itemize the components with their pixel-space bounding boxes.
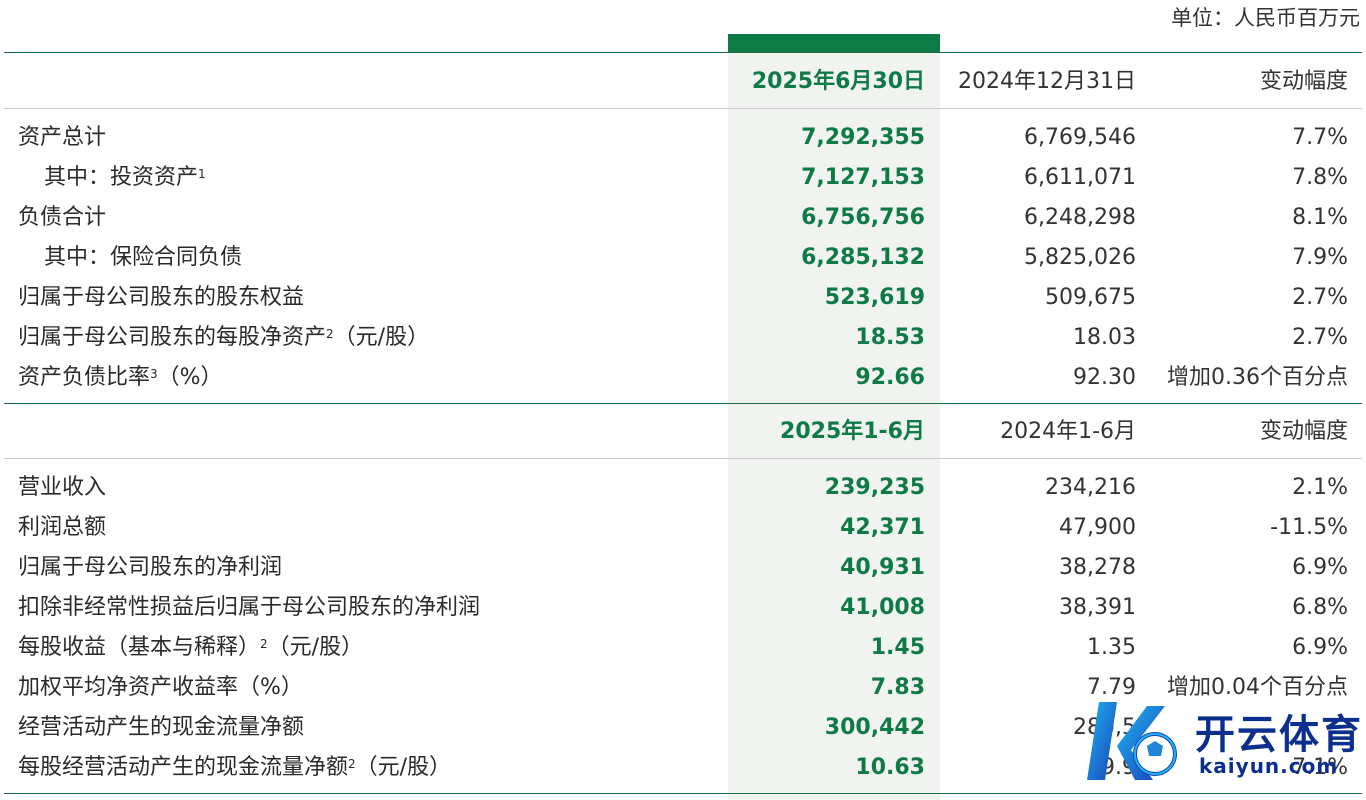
table-row: 扣除非经常性损益后归属于母公司股东的净利润 41,008 38,391 6.8%: [0, 588, 1366, 628]
row-label: 每股收益（基本与稀释）2（元/股）: [18, 635, 364, 660]
footnote-marker: 1: [198, 167, 206, 181]
row-previous-value: 6,611,071: [1024, 165, 1136, 190]
table-row: 归属于母公司股东的净利润 40,931 38,278 6.9%: [0, 548, 1366, 588]
table-row: 加权平均净资产收益率（%） 7.83 7.79 增加0.04个百分点: [0, 668, 1366, 708]
section-divider: [4, 403, 1362, 404]
footnote-marker: 2: [260, 637, 268, 651]
row-change-value: 2.7%: [1292, 285, 1348, 310]
row-previous-value: 47,900: [1059, 515, 1136, 540]
table-row: 资产负债比率3（%） 92.66 92.30 增加0.36个百分点: [0, 358, 1366, 398]
row-label: 加权平均净资产收益率（%）: [18, 675, 303, 700]
row-previous-value: 234,216: [1045, 475, 1136, 500]
row-change-value: 7.7%: [1292, 125, 1348, 150]
watermark-brand: 开云体育: [1195, 712, 1363, 758]
row-label: 资产负债比率3（%）: [18, 365, 223, 390]
row-change-value: 2.1%: [1292, 475, 1348, 500]
row-change-value: 增加0.36个百分点: [1167, 365, 1348, 390]
header-current-period: 2025年6月30日: [751, 69, 925, 94]
row-previous-value: 509,675: [1045, 285, 1136, 310]
table-row: 营业收入 239,235 234,216 2.1%: [0, 468, 1366, 508]
table-row: 归属于母公司股东的每股净资产2（元/股） 18.53 18.03 2.7%: [0, 318, 1366, 358]
section1-header-rule: [4, 108, 1362, 109]
row-current-value: 6,756,756: [801, 205, 925, 230]
row-label: 其中：保险合同负债: [44, 245, 243, 270]
section2-header: 2025年1-6月 2024年1-6月 变动幅度: [0, 412, 1366, 452]
row-current-value: 1.45: [870, 635, 925, 660]
section1-header: 2025年6月30日 2024年12月31日 变动幅度: [0, 62, 1366, 102]
table-row: 每股收益（基本与稀释）2（元/股） 1.45 1.35 6.9%: [0, 628, 1366, 668]
row-label: 归属于母公司股东的股东权益: [18, 285, 305, 310]
row-label: 营业收入: [18, 475, 107, 500]
row-previous-value: 7.79: [1087, 675, 1136, 700]
table-row: 经营活动产生的现金流量净额 300,442 280,5: [0, 708, 1366, 748]
header-previous-period: 2024年1-6月: [1000, 419, 1136, 444]
table-row: 其中：保险合同负债 6,285,132 5,825,026 7.9%: [0, 238, 1366, 278]
table-bottom-rule: [4, 793, 1362, 794]
header-change: 变动幅度: [1259, 419, 1348, 444]
row-change-value: 2.7%: [1292, 325, 1348, 350]
row-label: 归属于母公司股东的净利润: [18, 555, 283, 580]
row-change-value: 6.9%: [1292, 635, 1348, 660]
row-label: 经营活动产生的现金流量净额: [18, 715, 305, 740]
watermark: 开云体育 kaiyun.com: [1075, 692, 1365, 792]
row-current-value: 92.66: [855, 365, 925, 390]
row-label: 归属于母公司股东的每股净资产2（元/股）: [18, 325, 430, 350]
row-current-value: 40,931: [840, 555, 925, 580]
footnote-marker: 2: [326, 327, 334, 341]
row-current-value: 523,619: [824, 285, 925, 310]
row-change-value: 7.8%: [1292, 165, 1348, 190]
row-current-value: 42,371: [840, 515, 925, 540]
table-row: 利润总额 42,371 47,900 -11.5%: [0, 508, 1366, 548]
table-row: 负债合计 6,756,756 6,248,298 8.1%: [0, 198, 1366, 238]
footnote-marker: 3: [150, 367, 158, 381]
row-change-value: 7.9%: [1292, 245, 1348, 270]
highlight-tab: [728, 34, 940, 53]
table-row: 资产总计 7,292,355 6,769,546 7.7%: [0, 118, 1366, 158]
row-change-value: 7.1%: [1292, 755, 1348, 780]
row-previous-value: 6,769,546: [1024, 125, 1136, 150]
row-label: 负债合计: [18, 205, 107, 230]
row-previous-value: 18.03: [1073, 325, 1136, 350]
row-label: 每股经营活动产生的现金流量净额2（元/股）: [18, 755, 452, 780]
row-previous-value: 6,248,298: [1024, 205, 1136, 230]
section2-header-rule: [4, 458, 1362, 459]
row-label: 其中：投资资产1: [44, 165, 206, 190]
row-change-value: -11.5%: [1270, 515, 1348, 540]
row-previous-value: 92.30: [1073, 365, 1136, 390]
row-change-value: 6.9%: [1292, 555, 1348, 580]
highlight-column: [728, 52, 940, 800]
row-current-value: 18.53: [855, 325, 925, 350]
header-change: 变动幅度: [1259, 69, 1348, 94]
row-current-value: 41,008: [840, 595, 925, 620]
row-current-value: 7,127,153: [801, 165, 925, 190]
row-previous-value: 5,825,026: [1024, 245, 1136, 270]
row-change-value: 8.1%: [1292, 205, 1348, 230]
row-change-value: 6.8%: [1292, 595, 1348, 620]
row-current-value: 10.63: [855, 755, 925, 780]
row-current-value: 6,285,132: [801, 245, 925, 270]
row-current-value: 239,235: [824, 475, 925, 500]
table-row: 其中：投资资产1 7,127,153 6,611,071 7.8%: [0, 158, 1366, 198]
row-current-value: 7,292,355: [801, 125, 925, 150]
row-change-value: 增加0.04个百分点: [1167, 675, 1348, 700]
row-previous-value: 38,278: [1059, 555, 1136, 580]
table-top-rule: [4, 52, 1362, 53]
row-label: 扣除非经常性损益后归属于母公司股东的净利润: [18, 595, 481, 620]
row-label: 利润总额: [18, 515, 107, 540]
row-previous-value: 1.35: [1087, 635, 1136, 660]
unit-label: 单位：人民币百万元: [1171, 6, 1360, 30]
header-current-period: 2025年1-6月: [780, 419, 925, 444]
footnote-marker: 2: [348, 757, 356, 771]
row-label: 资产总计: [18, 125, 107, 150]
table-row: 归属于母公司股东的股东权益 523,619 509,675 2.7%: [0, 278, 1366, 318]
header-previous-period: 2024年12月31日: [958, 69, 1136, 94]
kaiyun-logo-icon: [1087, 702, 1177, 780]
row-previous-value: 38,391: [1059, 595, 1136, 620]
row-current-value: 300,442: [824, 715, 925, 740]
row-current-value: 7.83: [870, 675, 925, 700]
watermark-domain: kaiyun.com: [1199, 754, 1339, 778]
